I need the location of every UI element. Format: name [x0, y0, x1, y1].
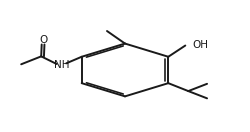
- Text: NH: NH: [54, 60, 70, 70]
- Text: OH: OH: [193, 40, 209, 50]
- Text: O: O: [39, 35, 47, 45]
